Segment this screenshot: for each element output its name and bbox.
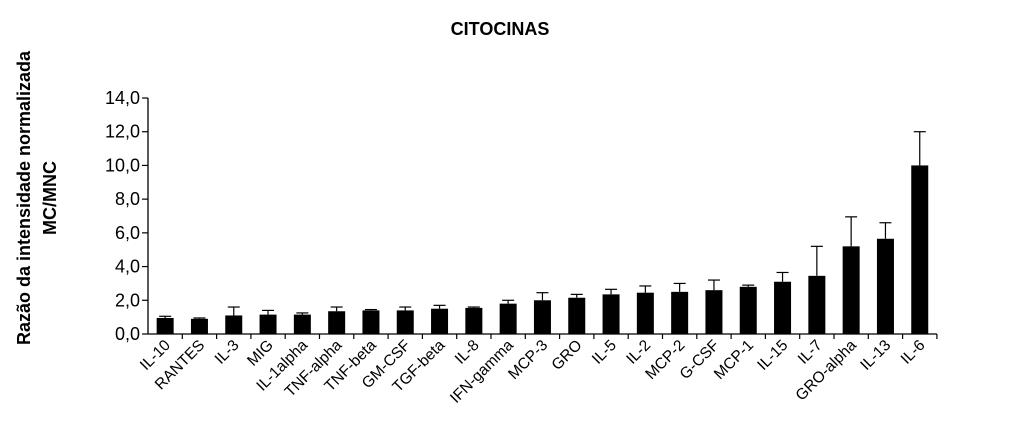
bar-g-csf (705, 290, 723, 334)
bar-tnf-beta (362, 310, 380, 334)
x-tick-label: MCP-3 (505, 337, 551, 383)
y-tick-label: 14,0 (105, 88, 140, 108)
y-tick-label: 6,0 (115, 223, 140, 243)
y-tick-label: 2,0 (115, 290, 140, 310)
chart-title: CITOCINAS (451, 19, 550, 39)
y-tick-label: 10,0 (105, 155, 140, 175)
y-tick-label: 12,0 (105, 122, 140, 142)
bar-il-10 (156, 317, 174, 334)
x-tick-label: IL-6 (898, 337, 929, 368)
y-axis-title-line-1: Razão da intensidade normalizada (14, 50, 34, 345)
y-axis-title: Razão da intensidade normalizada MC/MNC (14, 50, 60, 345)
bar-il-3 (225, 315, 243, 334)
bar-il-2 (636, 292, 654, 334)
bar-il-7 (808, 275, 826, 334)
bar-il-13 (876, 238, 894, 334)
bar-gm-csf (396, 310, 414, 334)
x-tick-label: IL-5 (589, 337, 620, 368)
x-tick-label: IL-3 (212, 337, 243, 368)
x-tick-label: IL-13 (857, 337, 894, 374)
y-tick-label: 8,0 (115, 189, 140, 209)
bar-rantes (190, 318, 208, 334)
bar-gro-alpha (842, 246, 860, 334)
bar-mig (259, 314, 277, 334)
bar-tnf-alpha (328, 311, 346, 334)
bar-il-6 (911, 165, 929, 334)
bar-gro (568, 297, 586, 334)
bar-mcp-3 (533, 300, 551, 334)
bar-il-1alpha (293, 314, 311, 334)
bar-il-8 (465, 307, 483, 334)
bar-il-15 (774, 281, 792, 334)
bar-tgf-beta (431, 308, 449, 334)
x-tick-label: GRO (549, 337, 586, 374)
y-axis-title-line-2: MC/MNC (40, 161, 60, 235)
bar-il-5 (602, 294, 620, 334)
y-tick-label: 0,0 (115, 324, 140, 344)
x-tick-label: MCP-1 (711, 337, 757, 383)
y-tick-label: 4,0 (115, 257, 140, 277)
bar-mcp-2 (671, 291, 689, 334)
bar-ifn-gamma (499, 303, 517, 334)
bar-mcp-1 (739, 286, 757, 334)
x-tick-label: IL-15 (754, 337, 791, 374)
